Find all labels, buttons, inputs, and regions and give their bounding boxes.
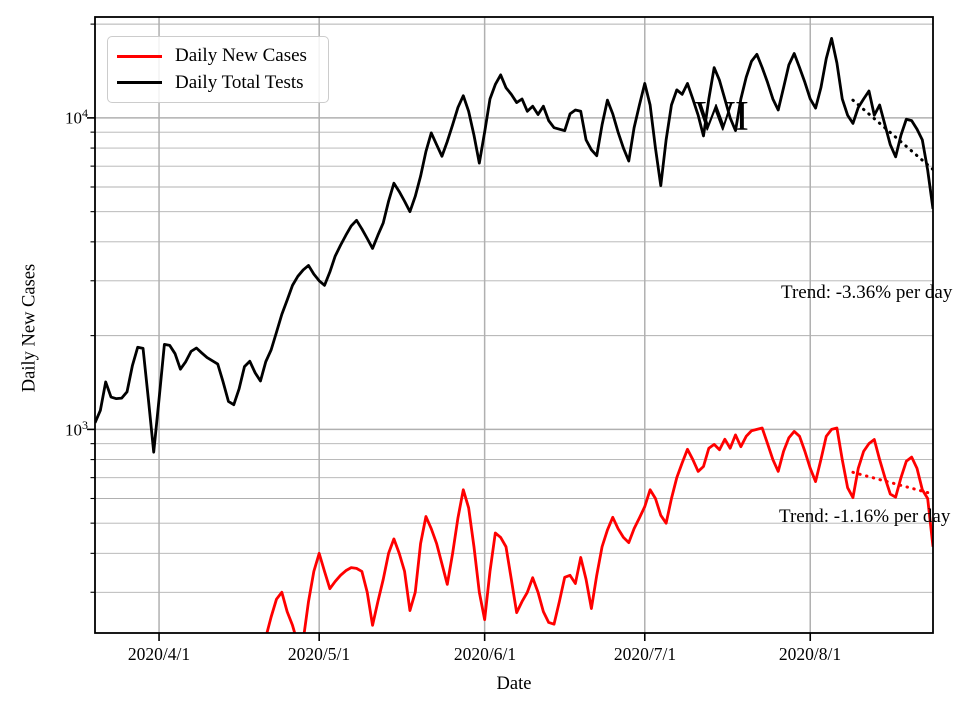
state-code-annotation: WI	[695, 94, 749, 140]
plot-border	[94, 16, 934, 634]
legend-label: Daily New Cases	[175, 45, 307, 67]
tick-marks	[87, 23, 812, 641]
series-line-daily-total-tests	[95, 36, 933, 454]
y-axis-label: Daily New Cases	[19, 263, 40, 393]
black-line-sample-icon	[117, 81, 162, 85]
series-line-daily-new-cases	[265, 426, 933, 633]
legend-entry-daily-new-cases: Daily New Cases	[117, 45, 320, 67]
trend-line-cases	[851, 470, 933, 496]
x-tick-label-apr: 2020/4/1	[127, 644, 191, 664]
x-tick-label-may: 2020/5/1	[287, 644, 351, 664]
y-tick-label-10e4: 104	[65, 105, 88, 128]
red-line-sample-icon	[117, 54, 162, 58]
legend-label: Daily Total Tests	[175, 71, 304, 93]
y-tick-label-10e3: 103	[65, 417, 88, 440]
legend: Daily New Cases Daily Total Tests	[107, 36, 329, 103]
gridlines	[95, 17, 933, 633]
x-axis-label: Date	[496, 674, 532, 694]
x-tick-label-jun: 2020/6/1	[453, 644, 517, 664]
tests-trend-annotation: Trend: -3.36% per day	[781, 282, 953, 303]
data-lines	[95, 36, 933, 633]
legend-entry-daily-total-tests: Daily Total Tests	[117, 72, 320, 94]
x-tick-label-jul: 2020/7/1	[613, 644, 677, 664]
x-tick-label-aug: 2020/8/1	[778, 644, 842, 664]
cases-trend-annotation: Trend: -1.16% per day	[779, 506, 951, 527]
